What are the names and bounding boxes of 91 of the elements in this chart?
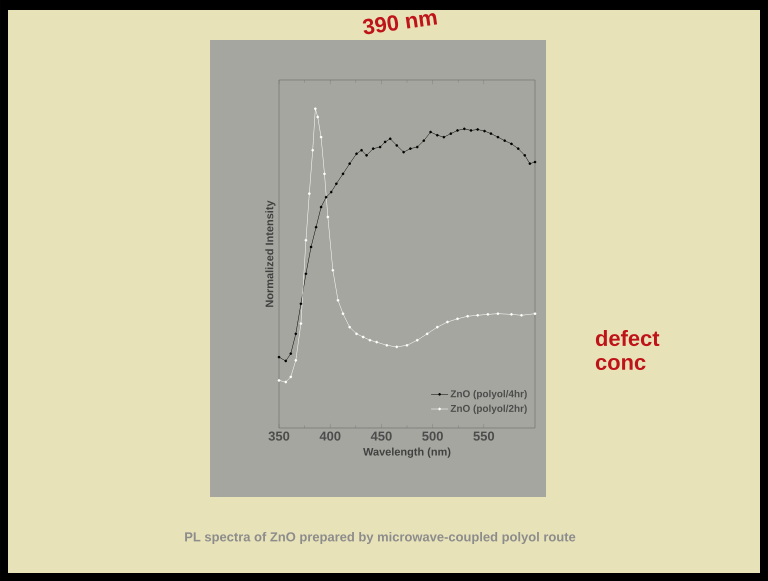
point: [510, 312, 513, 316]
point: [422, 139, 426, 142]
point: [385, 344, 388, 347]
point: [442, 136, 446, 138]
point: [416, 146, 419, 148]
x-tick-label: 450: [370, 432, 392, 441]
point: [503, 139, 506, 142]
point: [516, 147, 520, 150]
point: [449, 132, 452, 135]
point: [436, 326, 439, 328]
point: [310, 246, 312, 248]
point: [416, 338, 419, 342]
point: [335, 182, 338, 186]
point: [355, 332, 358, 336]
point: [406, 344, 408, 347]
point: [316, 116, 320, 118]
point: [409, 147, 412, 150]
point: [289, 352, 292, 355]
point: [278, 356, 280, 358]
text: 390 nm: [362, 13, 438, 34]
x-tick-label: 350: [268, 432, 290, 441]
point: [330, 190, 333, 194]
point: [360, 148, 363, 152]
point: [476, 314, 480, 317]
point: [534, 312, 536, 316]
point: [320, 136, 322, 138]
x-tick-label: 550: [473, 432, 494, 441]
point: [520, 314, 523, 317]
point: [388, 137, 392, 140]
legend-label: ZnO (polyol/4hr): [450, 390, 527, 400]
point: [324, 196, 328, 199]
point: [294, 332, 298, 336]
point: [375, 340, 378, 344]
point: [289, 376, 292, 378]
point: [476, 128, 480, 131]
point: [534, 160, 536, 164]
text: PL spectra of ZnO prepared by microwave-coupled polyol route: [185, 532, 576, 544]
point: [496, 312, 500, 316]
y-axis-title: Normalized Intensity: [265, 200, 276, 307]
point: [342, 312, 344, 316]
point: [308, 192, 311, 195]
legend-label: ZnO (polyol/2hr): [450, 404, 527, 414]
point: [284, 380, 288, 384]
point: [368, 338, 372, 342]
point: [446, 320, 449, 324]
point: [456, 129, 459, 132]
point: [372, 147, 375, 150]
point: [384, 140, 386, 144]
x-tick-label: 500: [422, 432, 443, 441]
point: [294, 358, 298, 362]
point: [402, 150, 405, 154]
point: [456, 317, 459, 320]
point: [323, 172, 326, 176]
point: [436, 134, 439, 137]
point: [395, 144, 398, 147]
point: [466, 314, 469, 318]
point: [314, 226, 318, 229]
point: [510, 142, 513, 146]
point: [523, 154, 526, 157]
point: [490, 132, 492, 135]
point: [304, 272, 308, 276]
point: [470, 129, 472, 132]
point: [362, 336, 365, 338]
point: [311, 148, 314, 152]
point: [378, 146, 382, 148]
point: [348, 162, 352, 165]
x-axis-title: Wavelength (nm): [363, 448, 450, 458]
point: [426, 332, 429, 336]
point: [348, 326, 352, 328]
point: [496, 136, 500, 138]
point: [300, 322, 302, 325]
point: [395, 346, 398, 348]
point: [304, 238, 308, 242]
x-tick-label: 400: [320, 432, 340, 441]
point: [314, 107, 317, 110]
point: [429, 130, 432, 134]
point: [336, 298, 340, 302]
point: [528, 162, 532, 165]
point: [486, 312, 490, 316]
point: [278, 379, 280, 382]
point: [355, 152, 358, 156]
point: [284, 360, 288, 362]
point: [300, 302, 302, 306]
point: [463, 128, 466, 130]
point: [332, 268, 334, 272]
text: defect conc: [596, 330, 660, 370]
point: [320, 206, 322, 208]
point: [483, 130, 486, 132]
point: [365, 154, 368, 157]
point: [326, 216, 330, 218]
point: [342, 172, 344, 176]
